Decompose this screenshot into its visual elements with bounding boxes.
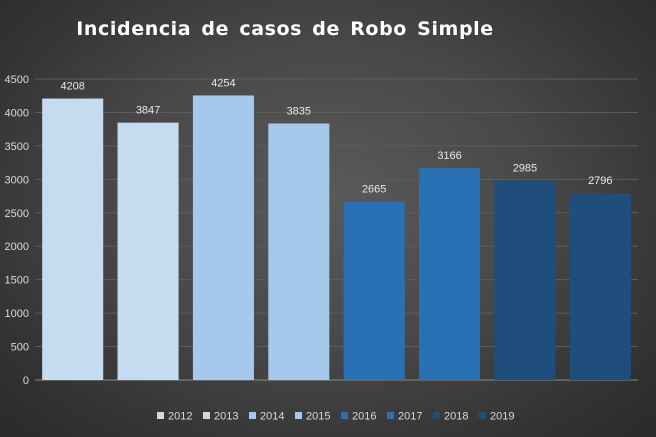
bar-2013	[117, 122, 179, 381]
legend-label: 2019	[490, 411, 514, 423]
legend-label: 2015	[306, 411, 330, 423]
data-label: 3847	[136, 105, 160, 117]
y-tick-label: 1000	[5, 308, 29, 320]
y-tick-label: 2000	[5, 241, 29, 253]
bar-2017	[419, 168, 481, 380]
legend-swatch	[479, 412, 486, 419]
legend-label: 2017	[398, 411, 422, 423]
legend-label: 2012	[168, 411, 192, 423]
data-label: 3835	[287, 105, 311, 117]
y-tick-label: 0	[23, 375, 29, 387]
data-label: 4254	[211, 77, 235, 89]
y-tick-label: 500	[11, 342, 29, 354]
legend-swatch	[341, 412, 348, 419]
y-tick-label: 2500	[5, 208, 29, 220]
bar-2016	[343, 201, 405, 380]
y-tick-label: 4000	[5, 107, 29, 119]
bar-2019	[569, 192, 631, 380]
y-tick-label: 1500	[5, 275, 29, 287]
bar-2012	[42, 98, 104, 380]
legend-swatch	[249, 412, 256, 419]
bar-2015	[268, 123, 330, 380]
data-label: 2985	[513, 162, 537, 174]
legend-label: 2018	[444, 411, 468, 423]
data-label: 2665	[362, 184, 386, 196]
legend-label: 2014	[260, 411, 284, 423]
y-tick-label: 3000	[5, 174, 29, 186]
y-tick-label: 3500	[5, 141, 29, 153]
legend-label: 2013	[214, 411, 238, 423]
legend-swatch	[295, 412, 302, 419]
data-label: 3166	[437, 150, 461, 162]
chart-title: Incidencia de casos de Robo Simple	[76, 18, 494, 40]
legend-swatch	[203, 412, 210, 419]
data-label: 2796	[588, 175, 612, 187]
legend-swatch	[387, 412, 394, 419]
bar-2014	[192, 95, 254, 381]
bar-2018	[494, 180, 556, 380]
legend-swatch	[433, 412, 440, 419]
data-label: 4208	[60, 81, 84, 93]
legend-swatch	[157, 412, 164, 419]
y-tick-label: 4500	[5, 74, 29, 86]
legend-label: 2016	[352, 411, 376, 423]
